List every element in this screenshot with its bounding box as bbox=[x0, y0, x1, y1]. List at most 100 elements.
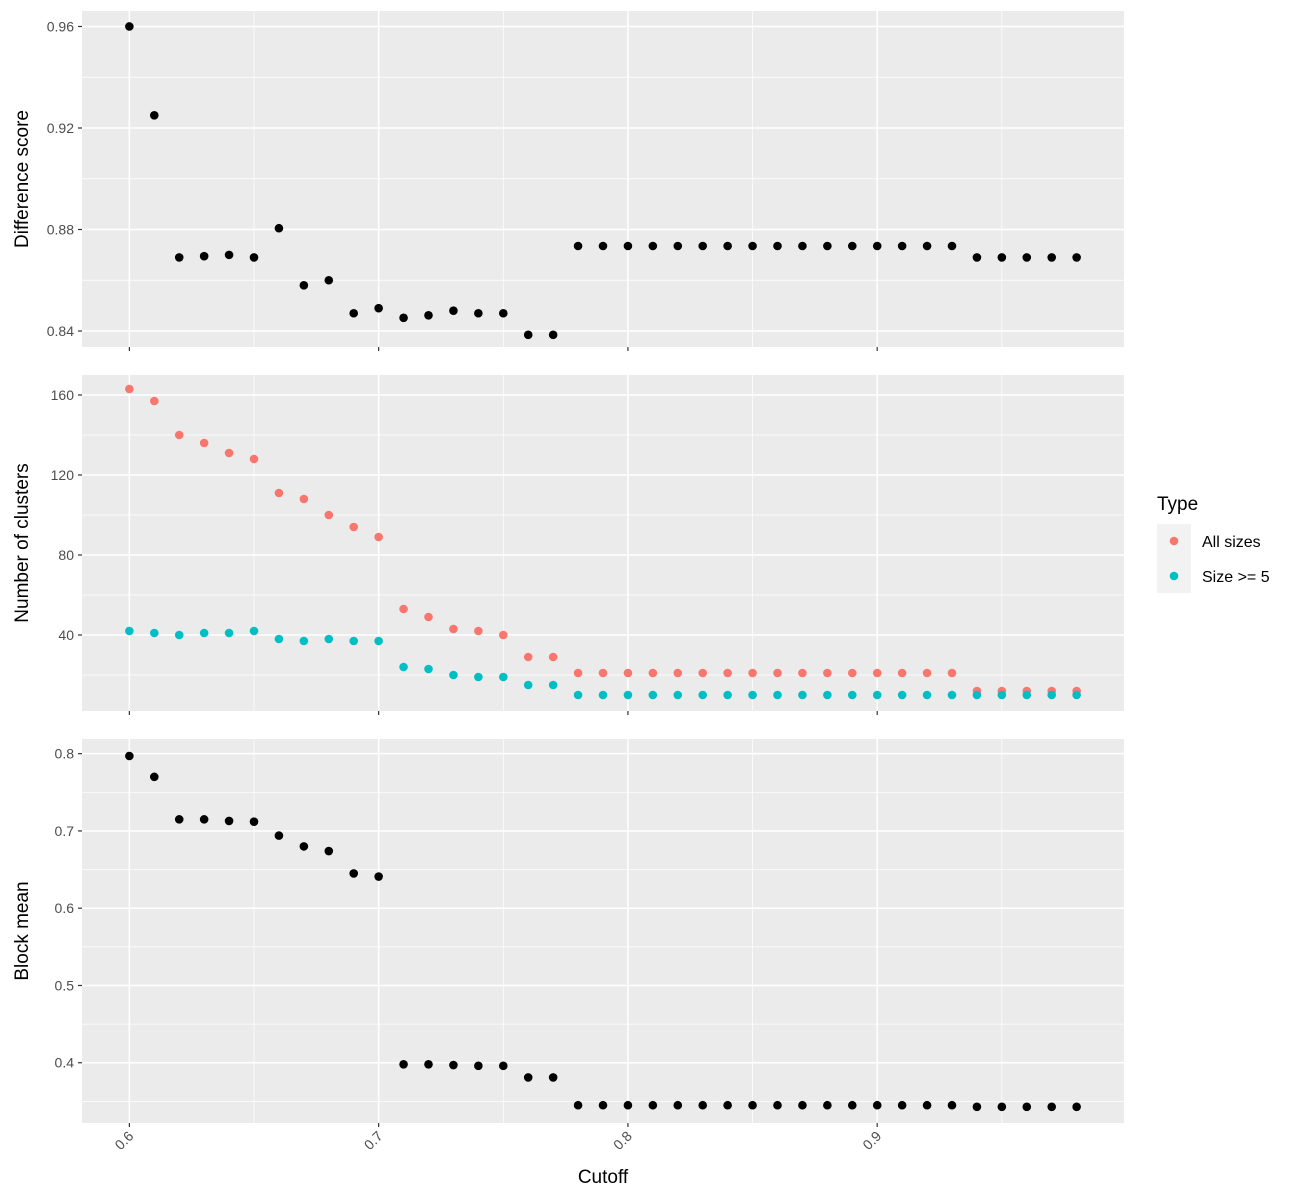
data-point bbox=[299, 494, 309, 504]
data-point bbox=[224, 816, 234, 826]
data-point bbox=[847, 668, 857, 678]
data-point bbox=[823, 668, 832, 678]
legend-title: Type bbox=[1157, 494, 1198, 515]
data-point bbox=[872, 241, 882, 251]
data-point bbox=[349, 308, 359, 318]
data-point bbox=[498, 1061, 508, 1071]
data-point bbox=[1072, 1102, 1081, 1112]
data-point bbox=[399, 1059, 408, 1069]
panel-number-of-clusters: 40 80 120 160 Number of clusters bbox=[12, 375, 1124, 715]
data-point bbox=[748, 1100, 757, 1110]
data-point bbox=[324, 510, 334, 520]
data-point bbox=[947, 1100, 957, 1110]
y-tick-label: 0.96 bbox=[47, 18, 74, 34]
data-point bbox=[224, 250, 234, 260]
y-tick-label: 160 bbox=[51, 387, 75, 403]
data-point bbox=[598, 241, 608, 251]
y-axis-title: Block mean bbox=[12, 881, 33, 980]
data-point bbox=[823, 1100, 832, 1110]
data-point bbox=[523, 652, 533, 662]
data-point bbox=[249, 817, 259, 826]
data-point bbox=[748, 241, 757, 251]
data-point bbox=[1072, 690, 1081, 700]
data-point bbox=[798, 690, 807, 700]
data-point bbox=[349, 522, 359, 532]
data-point bbox=[723, 241, 732, 251]
data-point bbox=[224, 448, 234, 458]
data-point bbox=[523, 1073, 533, 1082]
y-tick-label: 0.84 bbox=[47, 323, 74, 339]
data-point bbox=[498, 672, 508, 682]
legend-key-1 bbox=[1169, 571, 1179, 581]
data-point bbox=[798, 241, 807, 251]
data-point bbox=[125, 751, 134, 761]
legend-key-0 bbox=[1169, 536, 1179, 546]
data-point bbox=[274, 488, 284, 498]
data-point bbox=[648, 690, 658, 700]
data-point bbox=[673, 241, 683, 251]
data-point bbox=[274, 223, 284, 233]
data-point bbox=[424, 664, 433, 674]
data-point bbox=[623, 1100, 633, 1110]
data-point bbox=[149, 396, 159, 406]
data-point bbox=[548, 652, 558, 662]
data-point bbox=[573, 690, 583, 700]
panel-difference-score: 0.84 0.88 0.92 0.96 Difference score bbox=[12, 11, 1124, 351]
data-point bbox=[274, 831, 284, 840]
data-point bbox=[673, 690, 683, 700]
difference-score-series-0 bbox=[125, 22, 1081, 340]
data-point bbox=[523, 330, 533, 340]
data-point bbox=[548, 680, 558, 690]
data-point bbox=[723, 1100, 732, 1110]
data-point bbox=[249, 626, 259, 636]
data-point bbox=[623, 241, 633, 251]
data-point bbox=[922, 241, 932, 251]
data-point bbox=[773, 241, 782, 251]
data-point bbox=[174, 630, 184, 640]
data-point bbox=[374, 872, 383, 881]
y-axis-title: Difference score bbox=[12, 110, 33, 248]
panel-block-mean: 0.4 0.5 0.6 0.7 0.8 Block mean bbox=[12, 739, 1124, 1127]
data-point bbox=[623, 668, 633, 678]
data-point bbox=[922, 690, 932, 700]
data-point bbox=[922, 1100, 932, 1110]
data-point bbox=[997, 1102, 1007, 1112]
difference-score-gridlines bbox=[82, 11, 1124, 347]
x-tick-label: 0.8 bbox=[610, 1128, 635, 1153]
legend-items: All sizes Size >= 5 bbox=[1169, 534, 1270, 586]
data-point bbox=[349, 869, 359, 878]
data-point bbox=[623, 690, 633, 700]
data-point bbox=[199, 438, 209, 448]
data-point bbox=[773, 690, 782, 700]
data-point bbox=[897, 668, 907, 678]
y-tick-label: 120 bbox=[51, 467, 75, 483]
y-tick-label: 0.92 bbox=[47, 120, 74, 136]
data-point bbox=[349, 636, 359, 646]
data-point bbox=[897, 241, 907, 251]
data-point bbox=[449, 670, 458, 680]
chart-panels: 0.84 0.88 0.92 0.96 Difference score 40 80 120 1… bbox=[12, 11, 1124, 1153]
data-point bbox=[947, 241, 957, 251]
data-point bbox=[1022, 1102, 1032, 1112]
data-point bbox=[897, 690, 907, 700]
y-tick-label: 80 bbox=[58, 547, 74, 563]
data-point bbox=[598, 668, 608, 678]
legend-label-1: Size >= 5 bbox=[1202, 569, 1270, 586]
y-tick-label: 0.88 bbox=[47, 222, 74, 238]
y-tick-label: 0.5 bbox=[55, 977, 75, 993]
data-point bbox=[897, 1100, 907, 1110]
number-of-clusters-background bbox=[82, 375, 1124, 711]
data-point bbox=[947, 668, 957, 678]
data-point bbox=[573, 1100, 583, 1110]
data-point bbox=[149, 111, 159, 120]
data-point bbox=[199, 628, 209, 638]
data-point bbox=[847, 1100, 857, 1110]
y-tick-label: 0.8 bbox=[55, 746, 75, 762]
x-tick-label: 0.7 bbox=[361, 1128, 386, 1153]
data-point bbox=[698, 1100, 708, 1110]
data-point bbox=[972, 1102, 982, 1112]
data-point bbox=[598, 690, 608, 700]
number-of-clusters-gridlines bbox=[82, 375, 1124, 711]
data-point bbox=[698, 690, 708, 700]
data-point bbox=[374, 532, 383, 542]
